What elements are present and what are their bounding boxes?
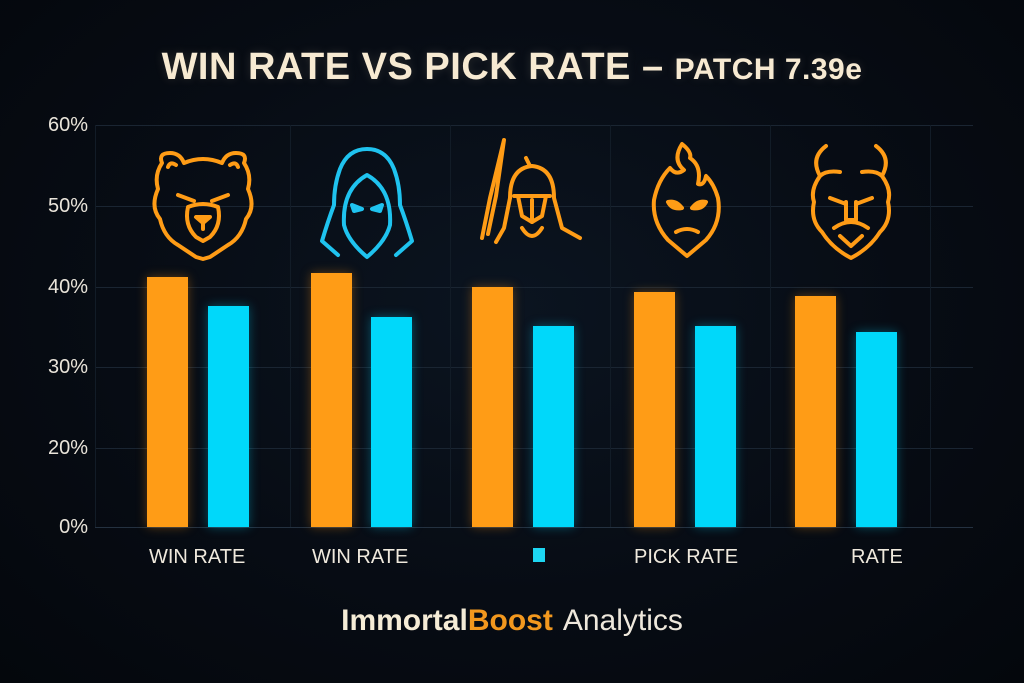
vgridline (450, 125, 451, 527)
bar-pick-rate (533, 326, 574, 527)
y-tick-label: 0% (59, 516, 88, 538)
x-tick-label: PICK RATE (634, 546, 739, 568)
bar-pick-rate (856, 331, 897, 527)
vgridline (770, 125, 771, 527)
vgridline (930, 125, 931, 527)
bar-win-rate (147, 277, 188, 527)
spartan-warrior-icon (470, 138, 582, 258)
bar-win-rate (634, 291, 675, 527)
x-axis-baseline (95, 527, 973, 528)
vgridline (290, 125, 291, 527)
bar-win-rate (311, 273, 352, 527)
y-tick-label: 60% (47, 114, 88, 136)
vgridline (95, 125, 96, 527)
horned-demon-icon (796, 140, 906, 260)
gridline-40 (95, 287, 973, 288)
bar-win-rate (795, 295, 836, 527)
bear-icon (148, 145, 258, 265)
y-tick-label: 50% (47, 195, 88, 217)
gridline-60 (95, 125, 973, 126)
y-tick-label: 40% (47, 276, 88, 298)
brand-suffix: Analytics (562, 604, 683, 637)
hooded-assassin-icon (312, 145, 422, 265)
vgridline (610, 125, 611, 527)
bar-win-rate (472, 287, 513, 527)
bar-pick-rate (208, 306, 249, 527)
y-tick-label: 20% (47, 437, 88, 459)
brand-name-part1: Immortal (341, 604, 468, 637)
bar-pick-rate (371, 317, 412, 527)
brand-footer: ImmortalBoost Analytics (0, 604, 1024, 638)
flame-spirit-icon (632, 140, 742, 260)
bar-pick-rate (695, 326, 736, 527)
chart-title-main: WIN RATE VS PICK RATE – (161, 46, 675, 88)
chart-title: WIN RATE VS PICK RATE – PATCH 7.39e (0, 46, 1024, 89)
legend-swatch-pick-rate (533, 548, 545, 562)
x-tick-label: WIN RATE (149, 546, 246, 568)
x-tick-label: RATE (851, 546, 903, 568)
x-tick-label: WIN RATE (312, 546, 409, 568)
y-tick-label: 30% (47, 356, 88, 378)
chart-title-patch: PATCH 7.39e (674, 53, 863, 86)
brand-name-part2: Boost (467, 604, 553, 637)
